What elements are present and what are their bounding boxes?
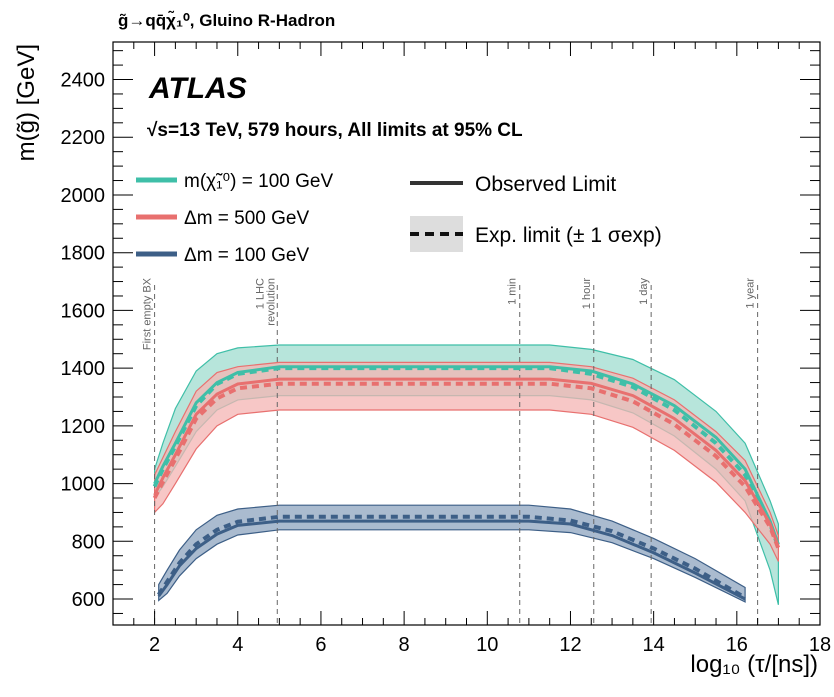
ref-label-2-0: 1 min: [507, 278, 519, 305]
y-tick-label: 800: [72, 531, 105, 553]
y-tick-label: 2200: [61, 127, 106, 149]
x-tick-label: 6: [315, 634, 326, 656]
chart-subtitle: √s=13 TeV, 579 hours, All limits at 95% …: [147, 120, 523, 141]
y-tick-label: 1800: [61, 243, 106, 265]
legend-label-2: Δm = 100 GeV: [184, 245, 309, 266]
legend: m(χ̃₁⁰) = 100 GeV Δm = 500 GeV Δm = 100 Ge…: [136, 171, 662, 266]
x-tick-label: 2: [149, 634, 160, 656]
y-tick-label: 1000: [61, 474, 106, 496]
chart-title: g̃→qq̄χ̃₁⁰, Gluino R-Hadron: [118, 10, 335, 30]
y-tick-label: 600: [72, 589, 105, 611]
x-tick-label: 10: [476, 634, 498, 656]
legend-expected-label: Exp. limit (± 1 σexp): [475, 224, 662, 247]
experiment-label: ATLAS: [148, 72, 247, 105]
x-tick-label: 16: [726, 634, 748, 656]
ref-label-4-0: 1 day: [638, 278, 650, 305]
y-tick-label: 2000: [61, 185, 106, 207]
legend-label-0: m(χ̃₁⁰) = 100 GeV: [184, 171, 333, 192]
y-tick-label: 1600: [61, 300, 106, 322]
x-tick-label: 18: [809, 634, 831, 656]
reference-lines: First empty BX 1 LHC revolution 1 min 1 hour…: [142, 277, 759, 625]
ref-label-3-0: 1 hour: [581, 278, 593, 310]
observed-line-1: [153, 377, 780, 548]
expected-line-2: [157, 514, 747, 600]
y-axis-label: m(g̃) [GeV]: [13, 44, 40, 161]
ref-label-5-0: 1 year: [745, 278, 757, 309]
expected-line-1: [152, 381, 781, 550]
legend-observed-label: Observed Limit: [475, 173, 616, 196]
x-tick-label: 8: [399, 634, 410, 656]
x-axis-label: log₁₀ (τ/[ns]): [690, 651, 818, 678]
legend-label-1: Δm = 500 GeV: [184, 208, 309, 229]
observed-line-2: [157, 519, 746, 601]
x-tick-label: 14: [643, 634, 665, 656]
ref-label-0-0: First empty BX: [142, 277, 154, 350]
y-tick-label: 1200: [61, 416, 106, 438]
y-tick-label: 1400: [61, 358, 106, 380]
x-tick-label: 4: [232, 634, 243, 656]
x-tick-label: 12: [559, 634, 581, 656]
ref-label-1-1: revolution: [265, 278, 277, 326]
band-1: [154, 361, 779, 562]
limit-lines: [152, 365, 781, 601]
axes: 2 4 6 8 10 12 14 16 18 600 800 1000 1200 1400 1600 1800…: [61, 42, 831, 656]
observed-line-0: [153, 365, 780, 545]
y-tick-label: 2400: [61, 70, 106, 92]
ref-label-1-0: 1 LHC: [254, 278, 266, 309]
